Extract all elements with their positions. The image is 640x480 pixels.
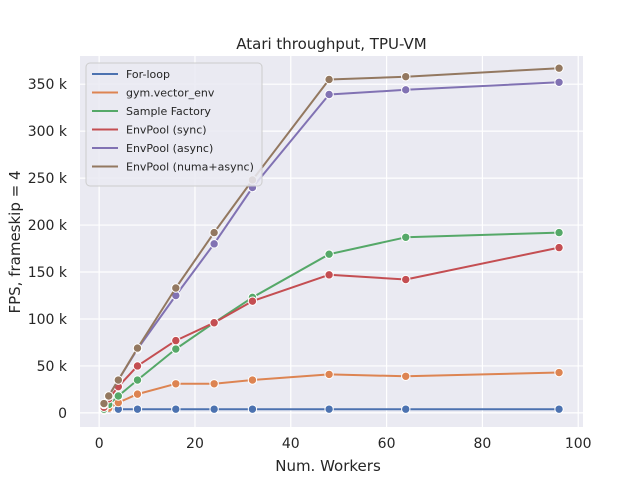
legend: For-loop gym.vector_env Sample Factory EnvP… (85, 62, 263, 187)
legend-entry: EnvPool (numa+async) (126, 161, 254, 174)
data-point (209, 227, 219, 238)
data-point (132, 389, 143, 399)
y-tick-label: 350 k (28, 77, 68, 93)
data-point (247, 375, 258, 385)
y-tick-label: 300 k (28, 124, 68, 140)
data-point (104, 391, 114, 401)
data-point (401, 71, 411, 82)
x-tick-label: 20 (186, 436, 204, 452)
series-5 (99, 63, 564, 409)
data-point (401, 371, 411, 381)
series-line (103, 246, 560, 408)
series-line (103, 371, 560, 412)
data-point (324, 270, 334, 280)
data-point (209, 379, 219, 389)
y-tick-label: 150 k (28, 265, 68, 281)
data-point (171, 344, 181, 354)
legend-entry: gym.vector_env (126, 87, 215, 100)
data-point (171, 379, 181, 389)
data-point (99, 398, 109, 409)
tick-labels: 0 20 40 60 80 100 0 50 k 100 k 150 k 200 k 250 k 300… (28, 77, 592, 452)
data-point (132, 343, 143, 353)
data-point (554, 63, 564, 73)
y-tick-label: 200 k (28, 218, 68, 234)
y-tick-label: 250 k (28, 171, 68, 187)
data-point (324, 74, 334, 85)
x-tick-label: 100 (565, 436, 592, 452)
series-line (103, 67, 560, 405)
data-point (113, 391, 124, 401)
data-point (171, 283, 181, 293)
legend-entry: EnvPool (sync) (126, 124, 207, 137)
legend-entry: EnvPool (async) (126, 142, 213, 155)
data-point (324, 89, 334, 100)
data-point (132, 361, 143, 371)
data-point (554, 227, 564, 238)
x-axis-label: Num. Workers (275, 457, 381, 475)
x-tick-label: 0 (95, 436, 104, 452)
data-point (324, 249, 334, 259)
y-axis-label: FPS, frameskip = 4 (6, 170, 24, 313)
data-point (554, 77, 564, 87)
y-tick-label: 50 k (37, 359, 68, 375)
data-point (247, 296, 258, 306)
data-point (554, 242, 564, 253)
x-tick-label: 80 (473, 436, 491, 452)
data-point (554, 404, 564, 414)
data-point (209, 239, 219, 249)
data-point (209, 318, 219, 328)
legend-box (85, 62, 263, 187)
watermark: 知乎 @Trinkle (500, 444, 605, 463)
data-point (401, 274, 411, 285)
data-point (324, 404, 334, 414)
data-point (324, 369, 334, 380)
data-point (209, 404, 219, 414)
chart-title: Atari throughput, TPU-VM (236, 35, 426, 53)
legend-entry: Sample Factory (126, 105, 211, 118)
data-point (171, 404, 181, 414)
data-point (171, 335, 181, 346)
data-point (401, 85, 411, 95)
series-layer (99, 63, 564, 415)
data-point (132, 404, 143, 414)
legend-entry: For-loop (126, 68, 170, 81)
data-point (554, 367, 564, 378)
y-tick-label: 100 k (28, 312, 68, 328)
series-line (103, 231, 560, 410)
data-point (401, 404, 411, 414)
y-tick-label: 0 (58, 406, 67, 422)
data-point (132, 375, 143, 385)
data-point (247, 404, 258, 414)
x-tick-label: 40 (282, 436, 300, 452)
data-point (113, 375, 124, 385)
data-point (401, 232, 411, 242)
x-tick-label: 60 (378, 436, 396, 452)
